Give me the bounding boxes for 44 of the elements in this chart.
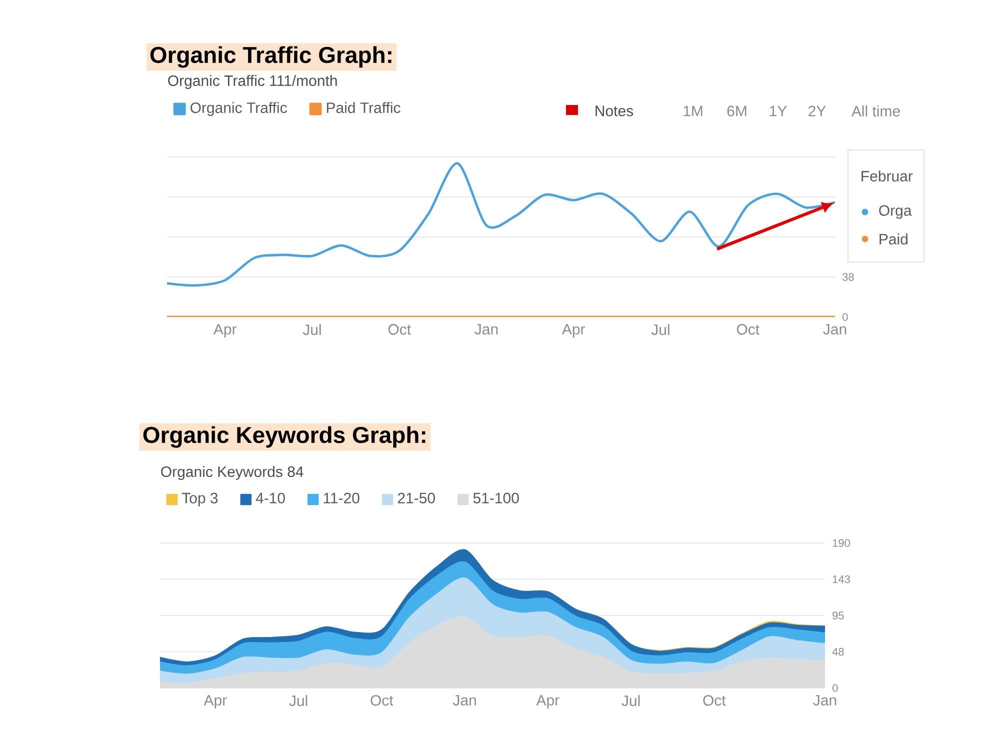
text: Notes [596, 106, 634, 116]
legend-label: 11-20 [324, 492, 360, 504]
y-tick-label: 190 [832, 539, 850, 547]
x-tick-label: Apr [204, 695, 227, 708]
legend-label: Paid Traffic [326, 102, 400, 114]
x-tick-label: Jul [622, 695, 640, 706]
x-tick-label: Oct [370, 695, 394, 706]
text: 1M [684, 106, 702, 116]
y-tick-label: 38 [842, 273, 854, 281]
chart-subtitle: Organic Traffic 111/month [168, 75, 337, 89]
x-tick-label: Jul [289, 695, 308, 706]
x-tick-label: Oct [388, 324, 411, 335]
legend-label: 4-10 [256, 492, 285, 504]
text: 1Y [770, 106, 787, 116]
legend-label: 51-100 [473, 492, 519, 504]
text: Orga [879, 205, 912, 219]
chart-subtitle: Organic Keywords 84 [161, 466, 304, 480]
line-series [167, 162, 836, 287]
y-tick-label: 0 [832, 684, 838, 692]
text: 6M [727, 106, 746, 116]
text: All time [851, 106, 900, 117]
x-tick-label: Jul [651, 324, 670, 336]
chart-title: Organic Keywords Graph: [143, 426, 426, 448]
legend-label: Organic Traffic [190, 102, 287, 116]
x-tick-label: Jul [302, 324, 321, 336]
x-tick-label: Jan [474, 324, 498, 335]
x-tick-label: Apr [562, 324, 586, 338]
y-tick-label: 0 [842, 313, 848, 321]
x-tick-label: Jan [823, 324, 846, 335]
y-tick-label: 143 [832, 575, 850, 584]
x-tick-label: Oct [703, 695, 726, 706]
x-tick-label: Jan [452, 695, 476, 706]
x-tick-label: Apr [213, 324, 236, 338]
y-tick-label: 95 [832, 612, 844, 620]
text: Paid [880, 234, 908, 245]
text: 2Y [808, 106, 826, 116]
y-tick-label: 48 [832, 648, 844, 656]
x-tick-label: Jan [813, 695, 836, 706]
text: Februar [862, 170, 913, 182]
legend-label: 21-50 [398, 492, 435, 504]
x-tick-label: Apr [536, 695, 560, 708]
chart-title: Organic Traffic Graph: [150, 46, 392, 68]
x-tick-label: Oct [736, 324, 760, 335]
legend-label: Top 3 [182, 492, 218, 506]
